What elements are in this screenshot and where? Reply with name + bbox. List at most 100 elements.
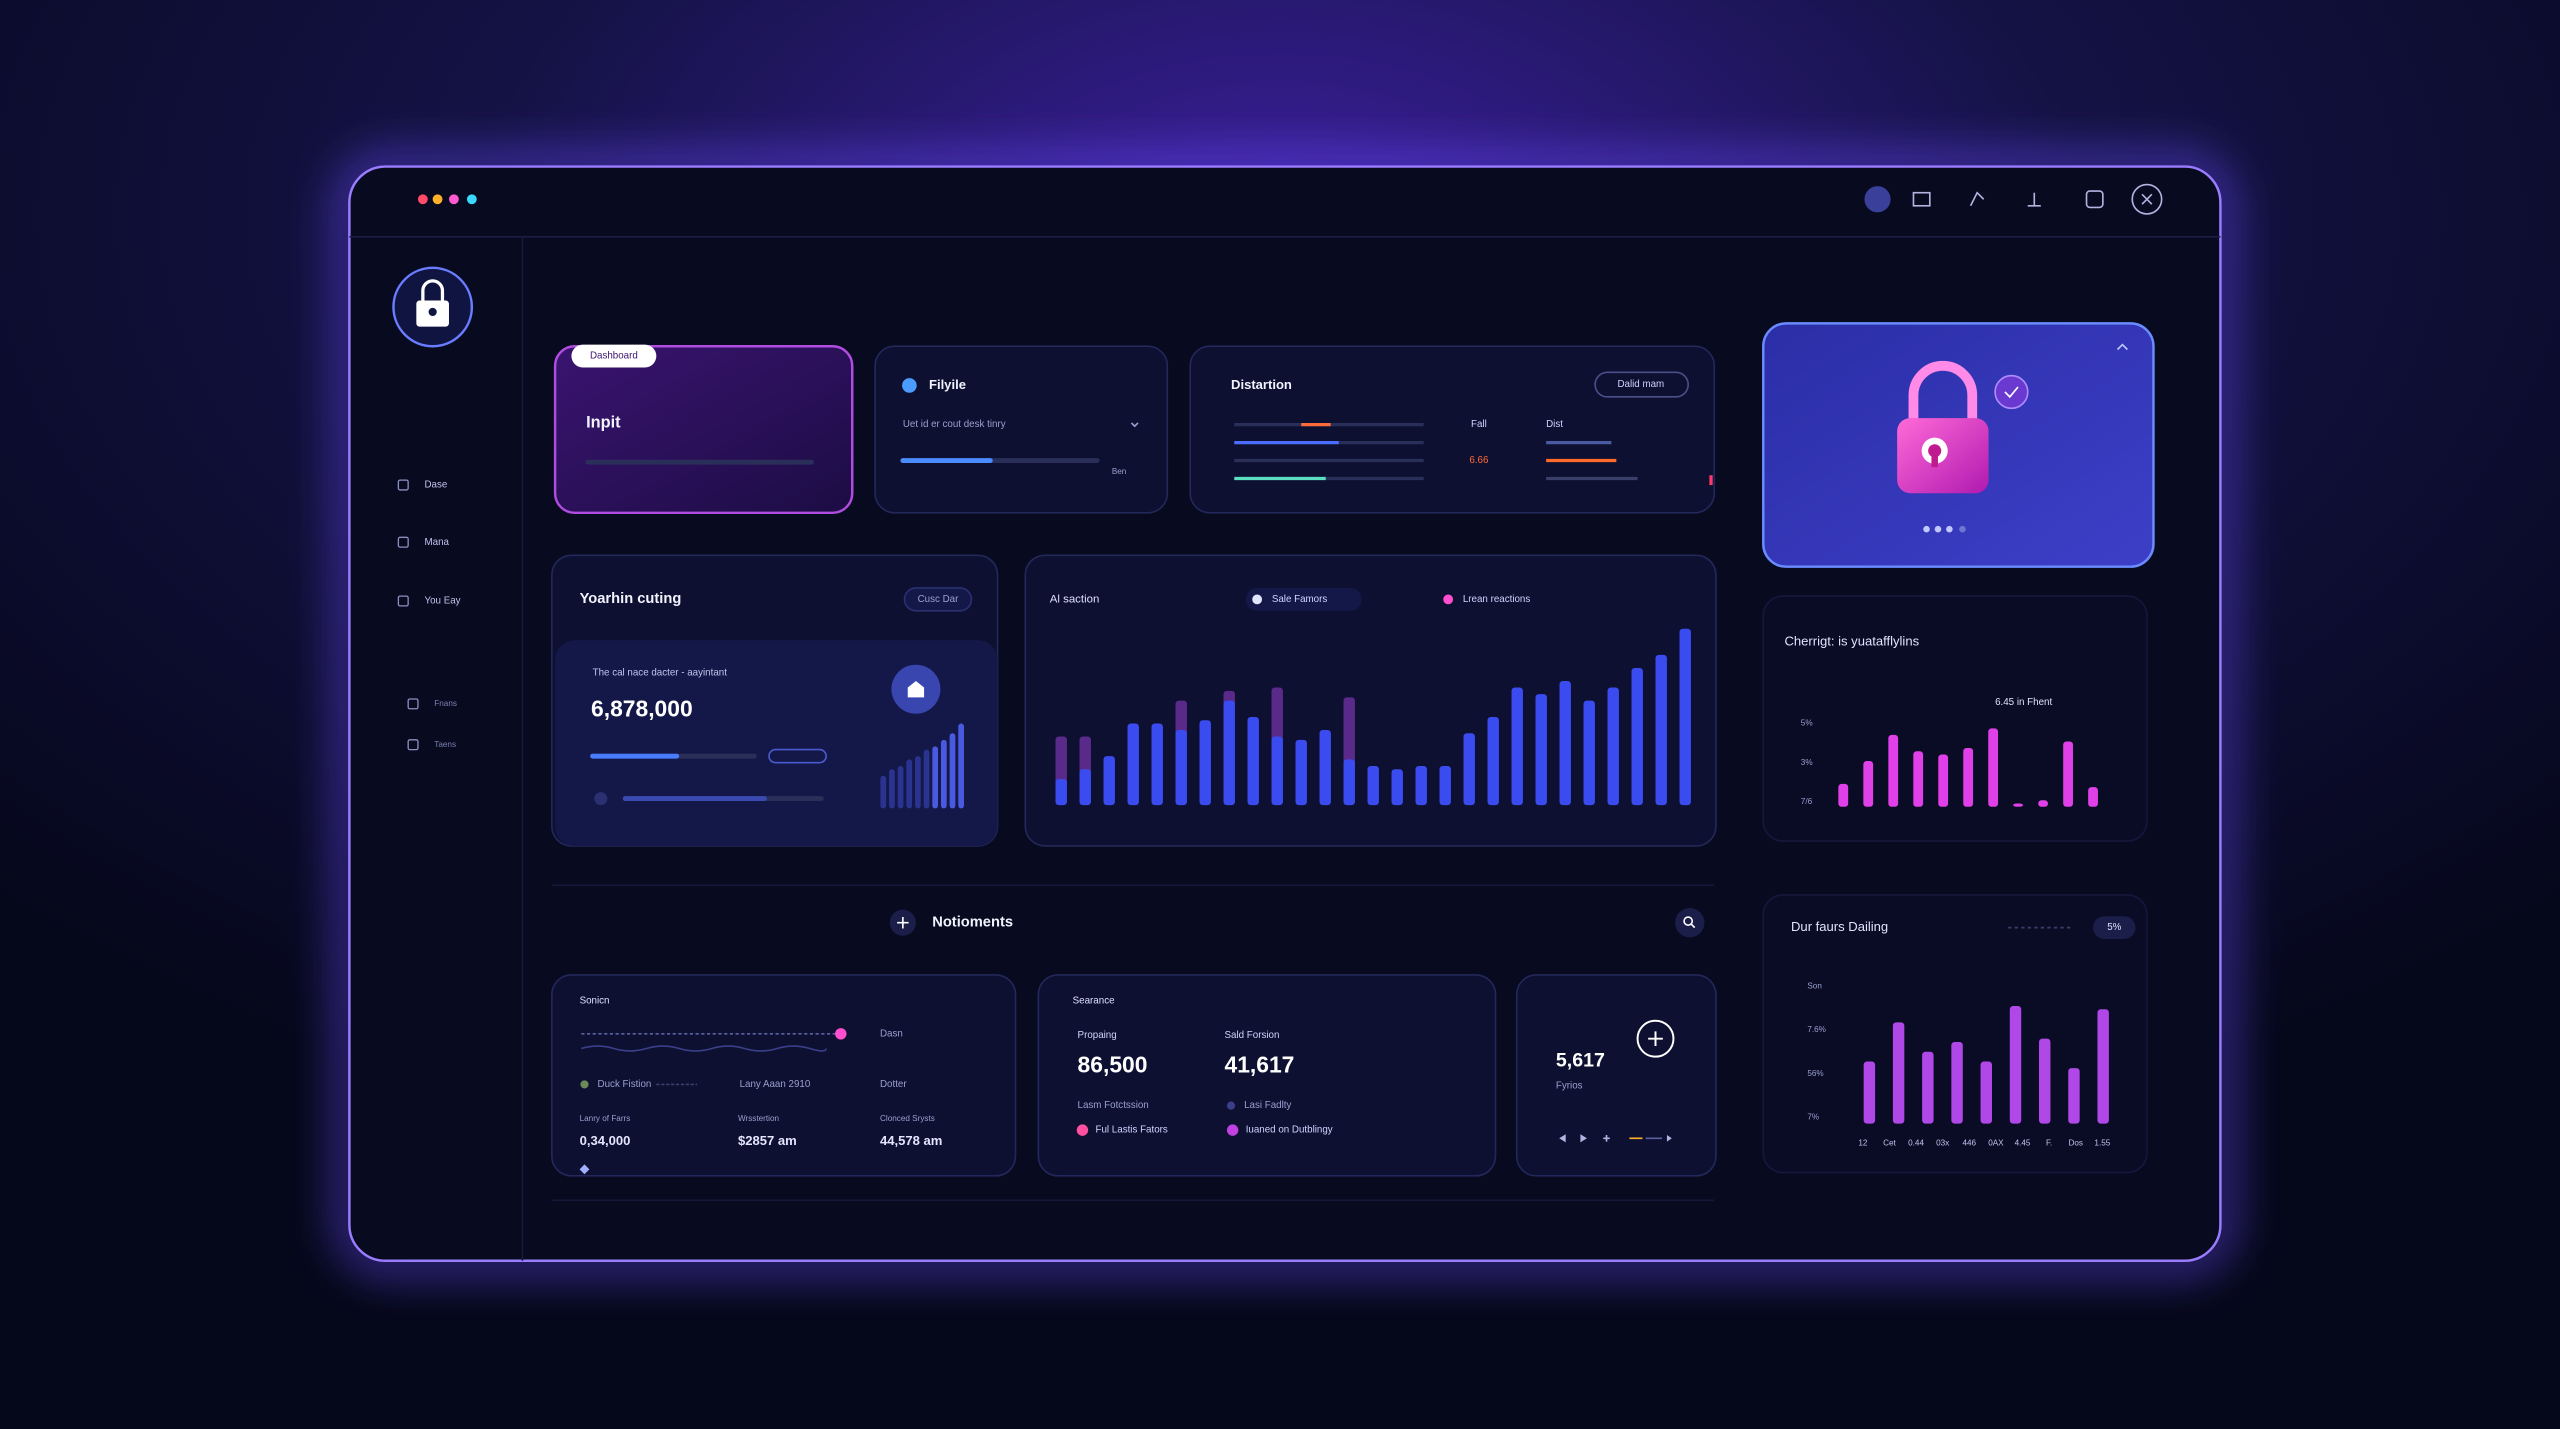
x-label: 12 <box>1858 1138 1868 1147</box>
legend-dot <box>1226 1124 1239 1136</box>
bar <box>2039 1038 2051 1124</box>
legend-text: Iuaned on Dutblingy <box>1246 1125 1333 1136</box>
dot <box>594 792 608 806</box>
bar <box>1295 739 1307 806</box>
col-label: Dist <box>1546 419 1563 430</box>
card-title: Sonicn <box>580 996 610 1007</box>
bar <box>880 775 887 809</box>
wave <box>580 1045 827 1052</box>
menu-item[interactable]: Dase <box>424 480 447 491</box>
service-card <box>551 974 1017 1177</box>
bar <box>2068 1068 2080 1124</box>
big-value: 6,878,000 <box>591 695 693 721</box>
menu-icon <box>397 479 409 491</box>
bar <box>2038 800 2048 807</box>
bar <box>2013 803 2024 807</box>
sidebar-logo <box>392 266 474 348</box>
button[interactable] <box>1594 371 1689 398</box>
badge <box>2093 916 2136 940</box>
legend-text: Sale Famors <box>1272 594 1328 605</box>
annotation: 6.45 in Fhent <box>1995 697 2052 708</box>
bar <box>1223 700 1235 806</box>
card-title: Yoarhin cuting <box>580 591 682 607</box>
sidebar-menu: Dase Mana You Eay Fnans Taens <box>397 479 461 751</box>
bar <box>1511 687 1523 806</box>
button-text[interactable]: Cusc Dar <box>918 594 959 605</box>
menu-item[interactable]: You Eay <box>424 596 460 607</box>
chart-title: Dur faurs Dailing <box>1791 919 1888 934</box>
legend-text: Lrean reactions <box>1463 594 1531 605</box>
media-controls[interactable] <box>1559 1134 1672 1143</box>
bar <box>1103 756 1115 806</box>
legend-pill <box>1245 587 1362 611</box>
bar <box>1535 694 1547 806</box>
stat-value: 44,578 am <box>880 1133 942 1148</box>
bar <box>1127 723 1139 806</box>
bar <box>1319 730 1331 806</box>
badge-text: Dashboard <box>590 351 638 362</box>
button-text[interactable]: Dalid mam <box>1617 379 1664 390</box>
bar <box>958 723 964 809</box>
bar <box>1367 765 1379 806</box>
icon <box>902 378 917 393</box>
stat-label: Wrsstertion <box>738 1114 779 1123</box>
card-sub: Ben <box>1112 467 1127 476</box>
label: Lasi Fadlty <box>1244 1100 1291 1111</box>
distortion-card <box>1189 345 1716 514</box>
chart-title: Al saction <box>1050 593 1100 605</box>
bar <box>1938 754 1949 807</box>
legend-dot <box>1076 1124 1089 1136</box>
bar <box>1980 1061 1992 1124</box>
y-label: 7.6% <box>1807 1025 1826 1034</box>
legend-swatch <box>1443 594 1454 605</box>
card-text: Uet id er cout desk tinry <box>903 419 1006 430</box>
x-label: 0AX <box>1988 1138 2004 1147</box>
y-label: 5% <box>1801 719 1813 728</box>
y-label: Son <box>1807 982 1822 991</box>
legend-dot <box>580 1080 589 1089</box>
bar <box>1988 728 1999 807</box>
stats: Propaing 86,500 Sald Forsion 41,617 <box>1078 1030 1295 1077</box>
card-title: Inpit <box>586 413 621 431</box>
menu-icon <box>397 536 409 548</box>
bar <box>1199 720 1211 806</box>
file-card <box>874 345 1169 514</box>
bar <box>1343 759 1355 806</box>
bar <box>1913 751 1924 807</box>
x-label: Cet <box>1883 1138 1896 1147</box>
x-label: 03x <box>1936 1138 1949 1147</box>
menu-icon <box>407 739 419 751</box>
stat-value: $2857 am <box>738 1133 797 1148</box>
stat-label: Clonced Srysts <box>880 1114 935 1123</box>
legend-text: Duck Fistion <box>598 1079 652 1090</box>
caption: The cal nace dacter - aayintant <box>593 667 728 678</box>
toolbar-icons[interactable] <box>1864 183 2163 215</box>
search-card <box>1037 974 1497 1177</box>
slider-knob[interactable] <box>835 1028 847 1040</box>
bar <box>949 733 956 809</box>
chart-title: Cherrigt: is yuatafflylins <box>1784 633 1919 648</box>
bar <box>1863 1061 1876 1124</box>
add-button[interactable] <box>1636 1019 1675 1058</box>
stat-value: 86,500 <box>1078 1051 1148 1077</box>
label: Fyrios <box>1556 1081 1583 1092</box>
menu-item[interactable]: Fnans <box>434 699 457 708</box>
bar <box>923 749 930 809</box>
bar <box>940 739 947 809</box>
icon-glyph <box>907 681 925 698</box>
badge <box>571 344 657 368</box>
stat-value: 41,617 <box>1224 1051 1294 1077</box>
menu-item[interactable]: Mana <box>424 537 449 548</box>
card-title: Distartion <box>1231 377 1292 392</box>
search-button[interactable] <box>1675 908 1705 938</box>
plus <box>897 917 909 929</box>
menu-item[interactable]: Taens <box>434 740 456 749</box>
label: Dasn <box>880 1028 903 1039</box>
section-title: Notioments <box>932 915 1013 931</box>
bar <box>1415 765 1427 806</box>
button[interactable] <box>903 587 973 612</box>
input-card <box>553 345 854 515</box>
right-chart-card <box>1762 894 2148 1174</box>
bar <box>1559 681 1571 806</box>
chevron[interactable] <box>1130 422 1139 428</box>
